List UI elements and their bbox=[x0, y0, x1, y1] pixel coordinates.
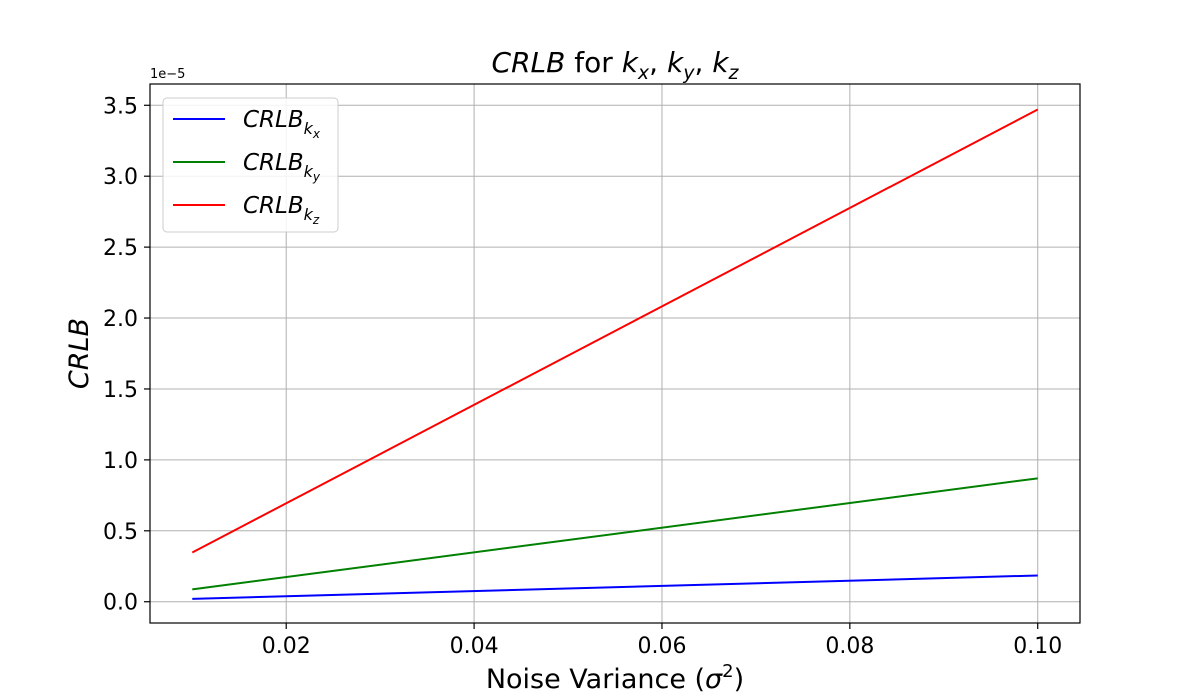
plot-frame bbox=[149, 83, 1081, 624]
x-tick-label: 0.04 bbox=[450, 634, 499, 659]
legend-label-y: CRLBky bbox=[243, 150, 321, 184]
y-offset-text: 1e−5 bbox=[150, 67, 185, 82]
series-line-z bbox=[191, 108, 1039, 554]
chart-title: CRLB for kx, ky, kz bbox=[492, 46, 740, 84]
y-tick-label: 0.5 bbox=[103, 520, 138, 545]
y-tick-label: 1.0 bbox=[103, 449, 138, 474]
ticks: 0.02 0.04 0.06 0.08 0.10 0.0 0.5 1.0 1.5 2.0 2.5 3.… bbox=[103, 94, 1062, 659]
legend-box bbox=[162, 97, 339, 233]
series-layer bbox=[191, 108, 1039, 600]
y-tick-label: 3.0 bbox=[103, 165, 138, 190]
legend: CRLBkx CRLBky CRLBkz bbox=[162, 97, 339, 233]
series-line-y bbox=[192, 477, 1038, 591]
y-tick-label: 2.5 bbox=[103, 236, 138, 261]
y-axis-label: CRLB bbox=[64, 318, 95, 389]
y-tick-label: 1.5 bbox=[103, 378, 138, 403]
x-axis-label: Noise Variance (σ2) bbox=[486, 661, 744, 695]
y-tick-label: 2.0 bbox=[103, 307, 138, 332]
x-tick-label: 0.06 bbox=[637, 634, 686, 659]
x-tick-label: 0.10 bbox=[1013, 634, 1062, 659]
y-tick-label: 0.0 bbox=[103, 591, 138, 616]
legend-label-z: CRLBkz bbox=[243, 193, 320, 227]
x-tick-label: 0.02 bbox=[262, 634, 311, 659]
x-tick-label: 0.08 bbox=[825, 634, 874, 659]
legend-label-x: CRLBkx bbox=[243, 107, 321, 141]
y-tick-label: 3.5 bbox=[103, 94, 138, 119]
series-line-x bbox=[192, 574, 1038, 600]
